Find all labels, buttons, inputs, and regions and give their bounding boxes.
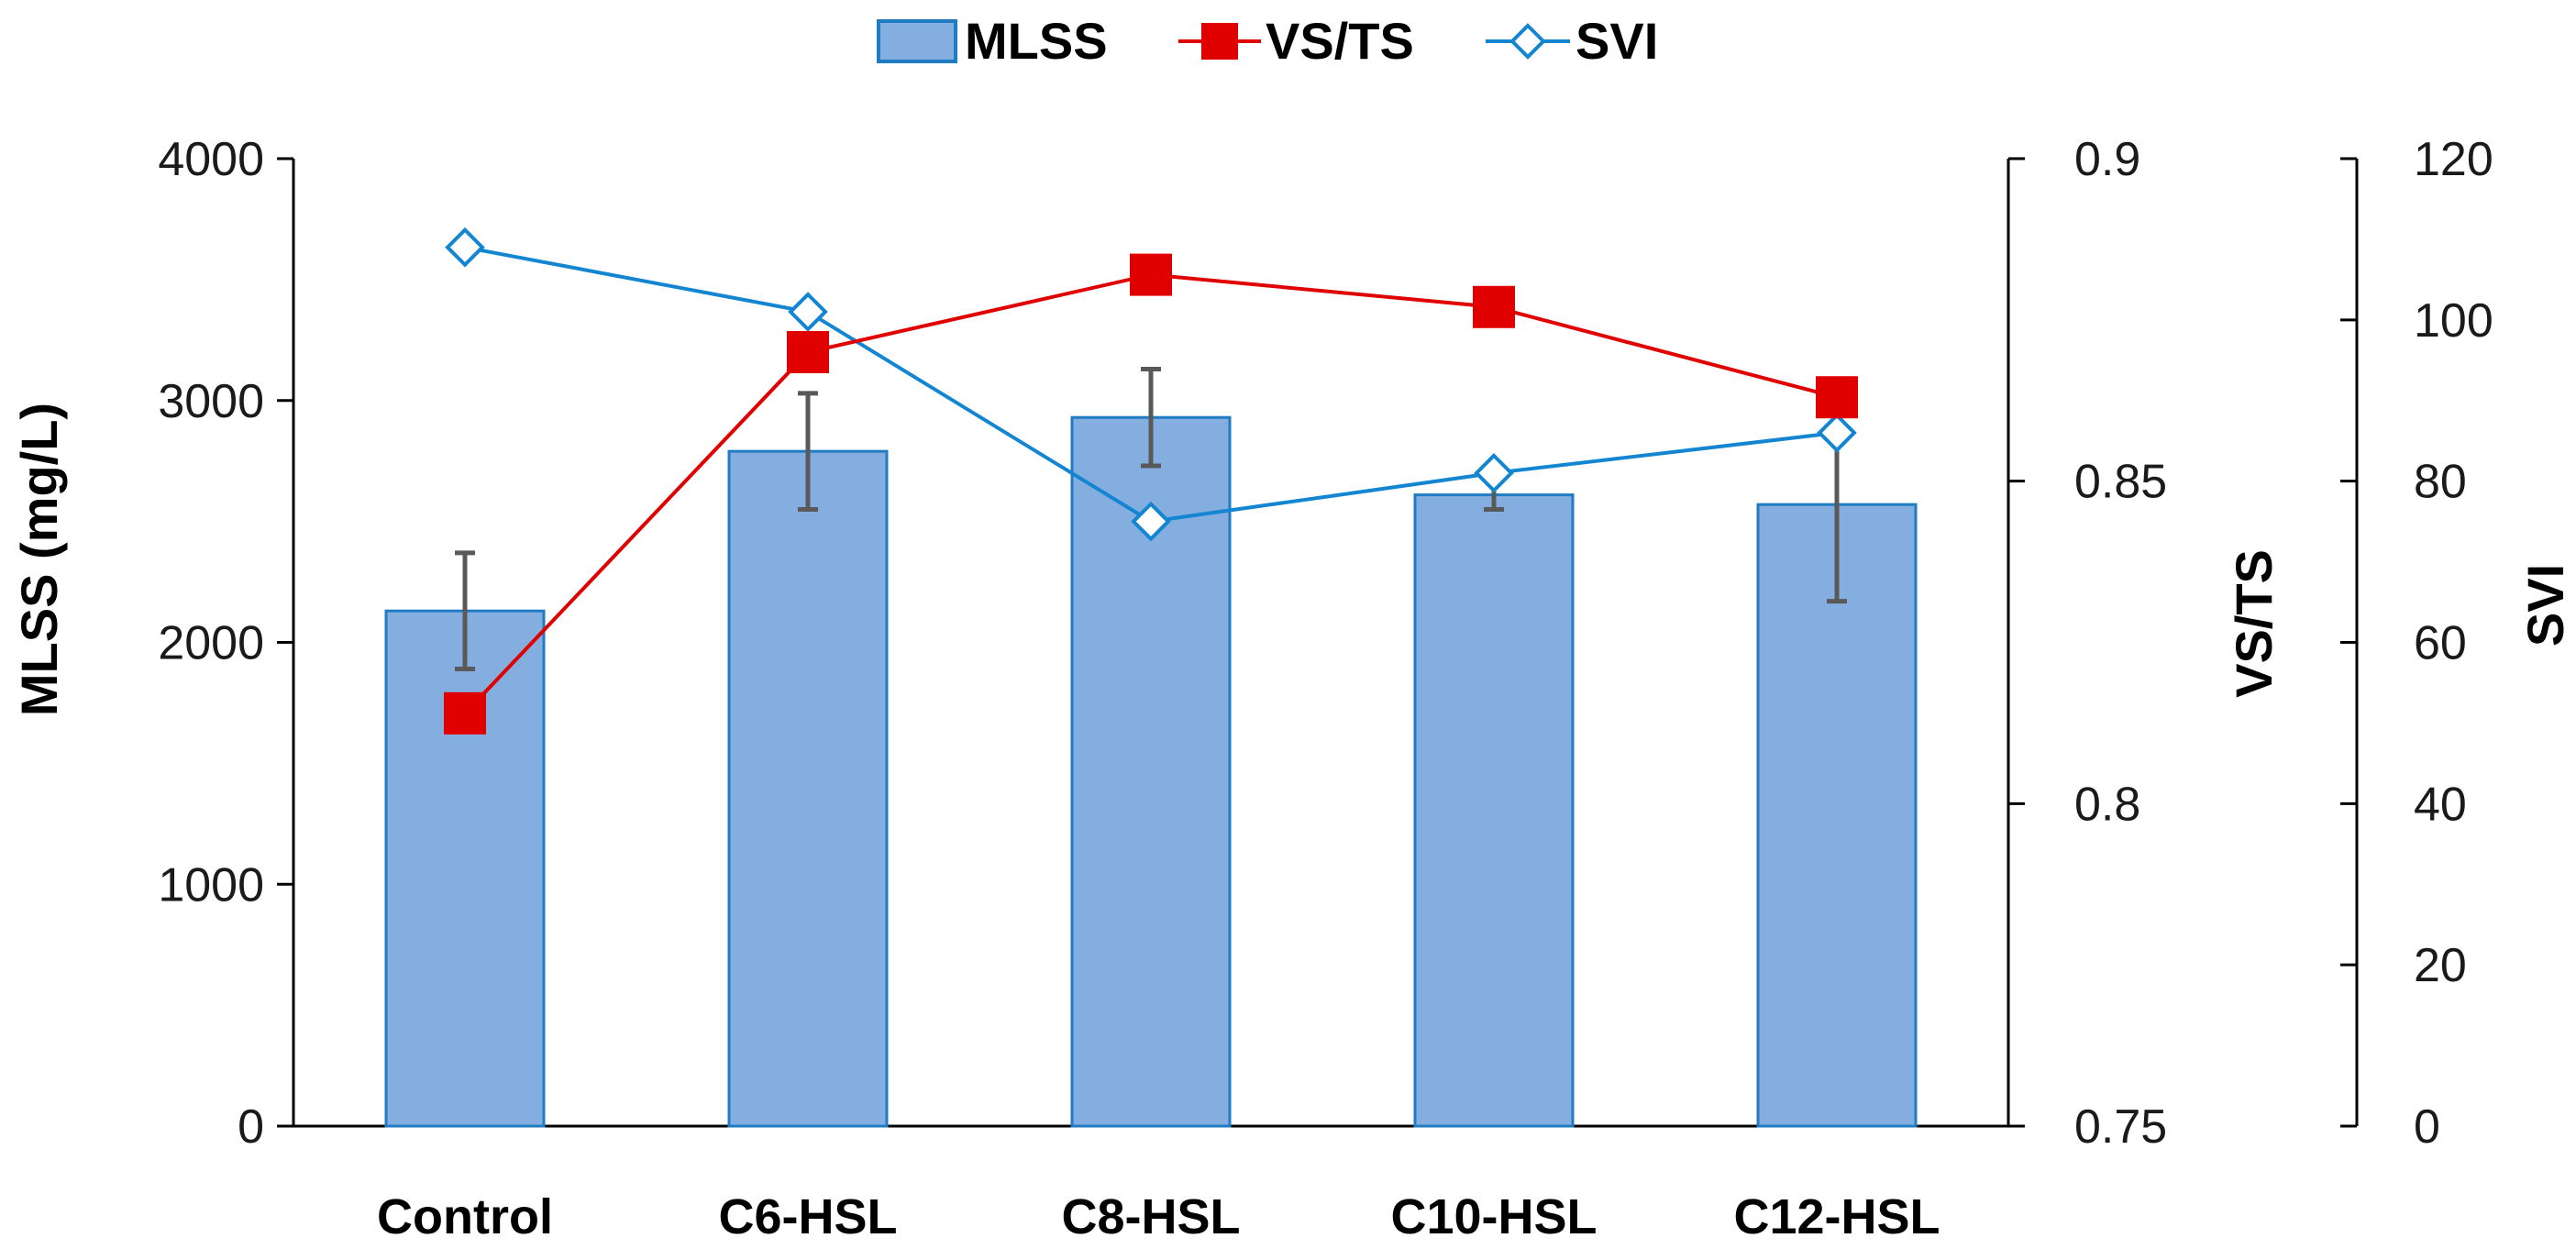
right1-tick-label: 0.85 bbox=[2074, 456, 2167, 509]
point-vsts-c8-hsl bbox=[1130, 253, 1172, 296]
axis-ticks: 0 1000 2000 3000 4000 0.75 0.8 0.85 0.9 0 20 40 60 80… bbox=[158, 133, 2493, 1154]
point-vsts-c12-hsl bbox=[1816, 376, 1858, 419]
line-series-vsts bbox=[444, 253, 1858, 735]
left-tick-label: 1000 bbox=[158, 858, 264, 912]
legend: MLSS VS/TS SVI bbox=[877, 12, 1658, 70]
bar-mlss-c10-hsl bbox=[1413, 493, 1575, 1128]
legend-entry-mlss: MLSS bbox=[877, 12, 1108, 70]
category-label: C6-HSL bbox=[718, 1189, 897, 1244]
right1-tick-label: 0.8 bbox=[2074, 778, 2140, 831]
line-series-svi bbox=[445, 227, 1857, 542]
point-svi-c10-hsl bbox=[1474, 453, 1514, 493]
bar-series-mlss bbox=[384, 415, 1918, 1128]
category-label: C12-HSL bbox=[1733, 1189, 1940, 1244]
point-vsts-c10-hsl bbox=[1473, 285, 1515, 328]
right2-tick-label: 60 bbox=[2414, 617, 2467, 670]
right2-tick-label: 120 bbox=[2414, 133, 2493, 186]
point-vsts-c6-hsl bbox=[787, 331, 829, 373]
left-tick-label: 2000 bbox=[158, 617, 264, 670]
legend-marker-vsts bbox=[1201, 23, 1238, 60]
point-svi-c8-hsl bbox=[1131, 501, 1171, 542]
bar-mlss-c12-hsl bbox=[1756, 503, 1918, 1128]
left-tick-label: 3000 bbox=[158, 375, 264, 428]
legend-entry-svi: SVI bbox=[1486, 12, 1658, 70]
right2-tick-label: 20 bbox=[2414, 939, 2467, 992]
right2-tick-label: 40 bbox=[2414, 778, 2467, 831]
right1-tick-label: 0.9 bbox=[2074, 133, 2140, 186]
legend-label-svi: SVI bbox=[1575, 12, 1658, 70]
point-vsts-control bbox=[444, 691, 486, 735]
right1-tick-label: 0.75 bbox=[2074, 1100, 2167, 1154]
category-labels: Control C6-HSL C8-HSL C10-HSL C12-HSL bbox=[377, 1189, 1940, 1244]
point-svi-c12-hsl bbox=[1817, 413, 1857, 453]
legend-label-vsts: VS/TS bbox=[1266, 12, 1414, 70]
legend-marker-svi bbox=[1509, 23, 1546, 60]
right2-axis-title: SVI bbox=[2516, 564, 2574, 647]
point-svi-control bbox=[445, 227, 485, 268]
category-label: C8-HSL bbox=[1061, 1189, 1240, 1244]
legend-swatch-mlss bbox=[877, 19, 957, 63]
bar-mlss-c6-hsl bbox=[727, 449, 889, 1128]
category-label: C10-HSL bbox=[1390, 1189, 1597, 1244]
bar-mlss-control bbox=[384, 609, 546, 1128]
legend-label-mlss: MLSS bbox=[965, 12, 1108, 70]
point-svi-c6-hsl bbox=[788, 292, 828, 332]
right1-axis-title: VS/TS bbox=[2225, 549, 2283, 698]
right2-tick-label: 0 bbox=[2414, 1100, 2440, 1154]
legend-entry-vsts: VS/TS bbox=[1178, 12, 1414, 70]
left-tick-label: 0 bbox=[238, 1100, 264, 1154]
category-label: Control bbox=[377, 1189, 553, 1244]
left-axis-title: MLSS (mg/L) bbox=[10, 403, 68, 716]
left-tick-label: 4000 bbox=[158, 133, 264, 186]
right2-tick-label: 100 bbox=[2414, 294, 2493, 348]
right2-tick-label: 80 bbox=[2414, 456, 2467, 509]
error-bars-mlss bbox=[455, 366, 1847, 672]
